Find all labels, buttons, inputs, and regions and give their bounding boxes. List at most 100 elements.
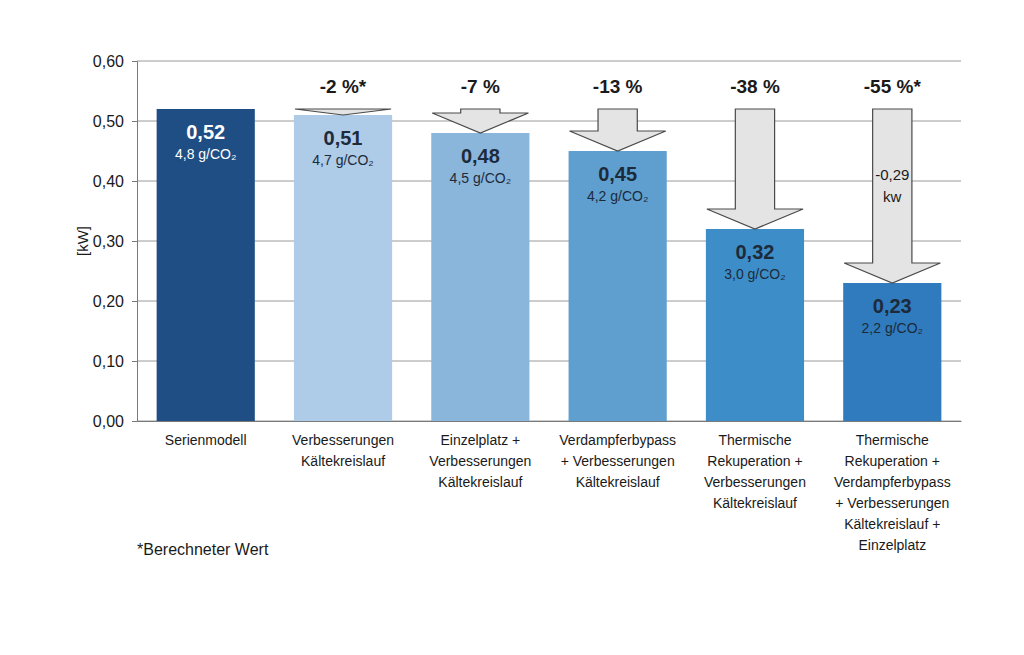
x-tick-label-line: Thermische <box>856 432 929 448</box>
labels: -2 %* -7 % -13 % -38 % -55 %* -0,29 kw 0,52 4,8 … <box>175 76 923 336</box>
co2-label: 4,5 g/CO₂ <box>450 170 511 186</box>
y-tick-mark <box>132 361 137 362</box>
y-tick: 0,10 <box>93 353 137 370</box>
x-tick-label-line: Verbesserungen <box>292 432 394 448</box>
bars <box>157 109 942 421</box>
y-axis: 0,00 0,10 0,20 0,30 0,40 0,50 0,60 <box>93 53 138 430</box>
y-tick: 0,20 <box>93 293 137 310</box>
grid-line <box>137 61 961 62</box>
x-tick-label-line: Verbesserungen <box>704 474 806 490</box>
y-tick: 0,60 <box>93 53 137 70</box>
x-tick-label-line: Einzelplatz <box>858 537 926 553</box>
co2-label: 3,0 g/CO₂ <box>724 266 785 282</box>
grid-line <box>137 361 961 362</box>
y-tick-label: 0,00 <box>93 413 124 430</box>
grid-line <box>137 181 961 182</box>
x-tick-label-line: Einzelplatz + <box>440 432 520 448</box>
x-tick-label-line: Verbesserungen <box>429 453 531 469</box>
change-arrow <box>844 109 940 283</box>
x-tick-label-line: Serienmodell <box>165 432 247 448</box>
x-tick-label-line: Kältekreislauf + <box>844 516 940 532</box>
co2-label: 4,2 g/CO₂ <box>587 188 648 204</box>
x-tick: Verdampferbypass + Verbesserungen Kältekre… <box>559 421 676 490</box>
data-label: 0,32 <box>735 241 774 263</box>
chart: 0,00 0,10 0,20 0,30 0,40 0,50 0,60 [kW] Serienmo… <box>0 0 1024 655</box>
change-label: -38 % <box>730 76 780 97</box>
y-tick: 0,30 <box>93 233 137 250</box>
x-tick-label: Serienmodell <box>165 432 247 448</box>
x-tick-label-line: Kältekreislauf <box>576 474 660 490</box>
x-tick-label-line: Kältekreislauf <box>301 453 385 469</box>
y-tick-label: 0,60 <box>93 53 124 70</box>
change-arrow <box>295 109 391 115</box>
y-tick-mark <box>132 121 137 122</box>
y-tick-label: 0,30 <box>93 233 124 250</box>
change-label: -55 %* <box>864 76 922 97</box>
data-label: 0,45 <box>598 163 637 185</box>
y-tick-mark <box>132 181 137 182</box>
y-tick-label: 0,50 <box>93 113 124 130</box>
y-tick: 0,00 <box>93 413 137 430</box>
x-tick: Verbesserungen Kältekreislauf <box>292 421 394 469</box>
x-tick: Einzelplatz + Verbesserungen Kältekreislau… <box>429 421 531 490</box>
change-arrow <box>432 109 528 133</box>
bar <box>843 283 941 421</box>
change-arrow <box>570 109 666 151</box>
y-axis-title: [kW] <box>74 226 91 256</box>
x-tick-label-line: Rekuperation + <box>845 453 940 469</box>
change-arrow <box>707 109 803 229</box>
grid-line <box>137 421 961 422</box>
x-tick: Thermische Rekuperation + Verbesserungen Kä… <box>704 421 806 511</box>
y-tick: 0,40 <box>93 173 137 190</box>
x-tick-label: Einzelplatz + Verbesserungen Kältekreislau… <box>429 432 531 490</box>
x-tick-label: Thermische Rekuperation + Verdampferbypass… <box>834 432 951 553</box>
data-label: 0,52 <box>186 121 225 143</box>
x-tick-label-line: + Verbesserungen <box>561 453 675 469</box>
grid-line <box>137 241 961 242</box>
co2-label: 2,2 g/CO₂ <box>862 320 923 336</box>
bar <box>706 229 804 421</box>
x-tick-label-line: Thermische <box>718 432 791 448</box>
change-label: -7 % <box>461 76 500 97</box>
bar <box>157 109 255 421</box>
grid <box>137 61 961 421</box>
co2-label: 4,7 g/CO₂ <box>312 152 373 168</box>
data-label: 0,51 <box>324 127 363 149</box>
x-tick-label-line: + Verbesserungen <box>835 495 949 511</box>
x-axis-line <box>138 421 962 422</box>
bar <box>431 133 529 421</box>
y-tick-label: 0,40 <box>93 173 124 190</box>
x-tick-label: Verbesserungen Kältekreislauf <box>292 432 394 469</box>
x-axis: Serienmodell Verbesserungen Kältekreislauf… <box>138 421 962 553</box>
bar <box>294 115 392 421</box>
x-tick-label-line: Verdampferbypass <box>559 432 676 448</box>
difference-label-line: kw <box>883 188 902 205</box>
x-tick-label-line: Kältekreislauf <box>438 474 522 490</box>
y-tick-mark <box>132 421 137 422</box>
y-tick-label: 0,10 <box>93 353 124 370</box>
x-tick: Thermische Rekuperation + Verdampferbypass… <box>834 421 951 553</box>
difference-label: -0,29 kw <box>875 166 909 205</box>
y-tick: 0,50 <box>93 113 137 130</box>
y-axis-line <box>132 62 138 422</box>
change-label: -2 %* <box>320 76 367 97</box>
difference-label-line: -0,29 <box>875 166 909 183</box>
x-tick-label: Verdampferbypass + Verbesserungen Kältekre… <box>559 432 676 490</box>
x-tick-label-line: Verdampferbypass <box>834 474 951 490</box>
x-tick: Serienmodell <box>165 421 247 448</box>
grid-line <box>137 301 961 302</box>
bar <box>569 151 667 421</box>
grid-line <box>137 121 961 122</box>
data-label: 0,48 <box>461 145 500 167</box>
x-tick-label-line: Rekuperation + <box>707 453 802 469</box>
x-tick-label-line: Kältekreislauf <box>713 495 797 511</box>
x-tick-label: Thermische Rekuperation + Verbesserungen Kä… <box>704 432 806 511</box>
change-label: -13 % <box>593 76 643 97</box>
footnote: *Berechneter Wert <box>137 541 269 558</box>
data-label: 0,23 <box>873 295 912 317</box>
y-tick-mark <box>132 61 137 62</box>
y-tick-mark <box>132 241 137 242</box>
y-tick-mark <box>132 301 137 302</box>
co2-label: 4,8 g/CO₂ <box>175 146 236 162</box>
y-tick-label: 0,20 <box>93 293 124 310</box>
